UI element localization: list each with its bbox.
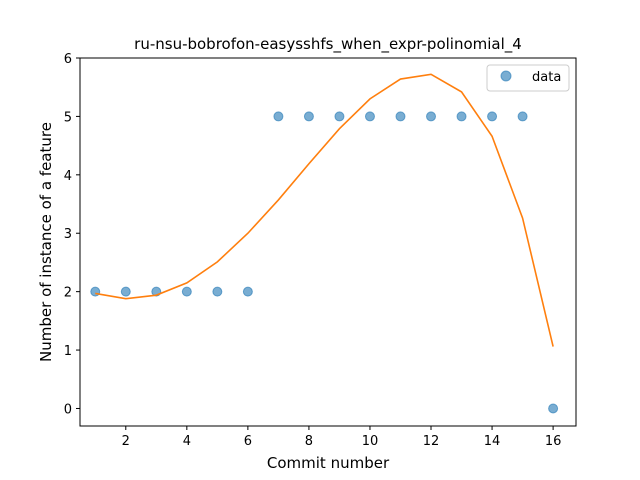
data-point-13 [456,111,467,122]
data-point-14 [487,111,498,122]
x-tick-label-4: 4 [183,434,191,449]
data-point-5 [212,286,223,297]
y-tick-label-2: 2 [64,286,72,301]
data-point-15 [517,111,528,122]
axes-frame [79,57,577,427]
chart-title: ru-nsu-bobrofon-easysshfs_when_expr-poli… [134,35,522,54]
legend-marker-data [500,70,512,82]
x-axis-label: Commit number [267,454,390,472]
data-point-11 [395,111,406,122]
y-tick-label-1: 1 [64,344,72,359]
fit-line [95,73,554,347]
data-point-8 [303,111,314,122]
data-point-10 [364,111,375,122]
y-tick-label-5: 5 [64,110,72,125]
x-tick-label-10: 10 [362,434,379,449]
y-axis-label: Number of instance of a feature [37,122,55,362]
data-point-1 [90,286,101,297]
data-point-4 [181,286,192,297]
y-tick-label-4: 4 [64,169,72,184]
x-tick-label-16: 16 [545,434,562,449]
x-tick-label-8: 8 [305,434,313,449]
data-point-2 [120,286,131,297]
y-tick-label-3: 3 [64,227,72,242]
y-tick-label-0: 0 [64,402,72,417]
x-tick-label-14: 14 [484,434,501,449]
legend-label-data: data [532,70,561,85]
x-tick-label-6: 6 [244,434,252,449]
y-tick-label-6: 6 [64,52,72,67]
data-point-7 [273,111,284,122]
x-tick-label-2: 2 [122,434,130,449]
data-point-16 [548,403,559,414]
legend: data [486,64,570,92]
data-point-9 [334,111,345,122]
x-tick-label-12: 12 [423,434,440,449]
data-point-12 [426,111,437,122]
data-point-6 [242,286,253,297]
